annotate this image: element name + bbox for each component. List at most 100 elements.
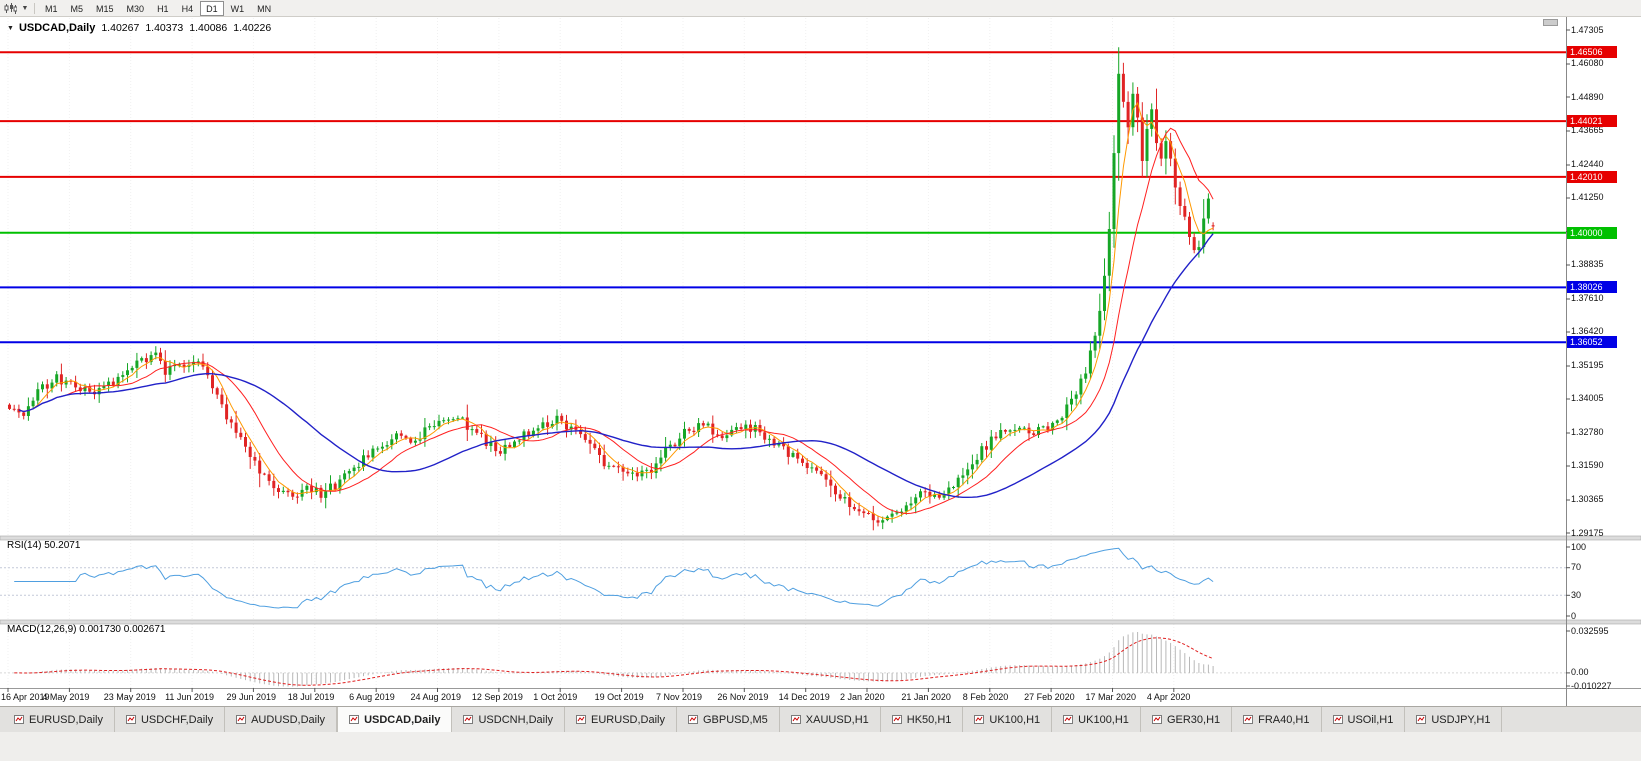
chart-tab-ger30-h1[interactable]: GER30,H1 [1141,707,1233,732]
date-axis-label: 27 Feb 2020 [1024,692,1075,702]
macd-axis-label: -0.010227 [1571,680,1612,691]
chart-tab-icon [1063,715,1074,724]
date-axis-label: 6 Aug 2019 [349,692,395,702]
timeframe-button-mn[interactable]: MN [257,3,272,14]
price-level-badge: 1.42010 [1567,170,1617,183]
status-bar [0,732,1641,761]
date-axis-label: 14 Dec 2019 [778,692,830,702]
chart-tab-icon [688,715,698,724]
chart-type-icon[interactable] [0,1,20,16]
price-axis-label: 1.47305 [1571,24,1604,35]
panel-separator [0,535,1641,541]
chart-tab-usoil-h1[interactable]: USOil,H1 [1322,707,1406,732]
chart-tab-label: USDJPY,H1 [1431,713,1491,726]
grid [7,18,1175,688]
macd-indicator-label: MACD(12,26,9) 0.001730 0.002671 [7,624,166,635]
date-axis-label: 29 Jun 2019 [226,692,276,702]
chart-tab-label: USOil,H1 [1347,713,1394,726]
date-axis-label: 18 Jul 2019 [287,692,335,702]
chart-type-dropdown-icon[interactable]: ▼ [21,4,29,12]
ma-slow-line [18,233,1214,498]
price-level-badge: 1.40000 [1567,226,1617,239]
chart-tab-icon [463,715,474,724]
chart-tab-fra40-h1[interactable]: FRA40,H1 [1232,707,1322,732]
chart-tab-icon [1151,715,1162,724]
chart-tab-eurusd-daily[interactable]: EURUSD,Daily [3,707,115,732]
chart-tab-usdchf-daily[interactable]: USDCHF,Daily [115,707,226,732]
chart-tab-label: GER30,H1 [1166,713,1221,726]
chart-tab-hk50-h1[interactable]: HK50,H1 [881,707,964,732]
chart-tab-label: USDCNH,Daily [478,713,554,726]
chart-tab-icon [576,715,587,724]
chart-tab-label: USDCAD,Daily [364,713,441,726]
chart-tab-label: UK100,H1 [1078,713,1129,726]
timeframe-button-h1[interactable]: H1 [157,3,169,14]
timeframe-button-h4[interactable]: H4 [181,3,194,14]
price-axis[interactable]: 1.47305 1.46080 1.44890 1.43665 1.42440 1.412… [1567,0,1641,706]
ma-fast-line [18,101,1214,520]
price-axis-label: 1.35195 [1571,360,1604,371]
chart-tab-icon [790,715,801,724]
chart-tab-label: AUDUSD,Daily [251,713,326,726]
timeframe-button-d1[interactable]: D1 [200,0,224,16]
date-axis-label: 26 Nov 2019 [717,692,769,702]
chart-tab-xauusd-h1[interactable]: XAUUSD,H1 [780,707,881,732]
chart-tab-usdjpy-h1[interactable]: USDJPY,H1 [1405,707,1503,732]
chart-tab-gbpusd-m5[interactable]: GBPUSD,M5 [677,707,780,732]
price-axis-label: 1.31590 [1571,460,1604,471]
rsi-axis-label: 70 [1571,562,1582,573]
chart-tab-audusd-daily[interactable]: AUDUSD,Daily [225,707,338,732]
panel-separator [0,619,1641,625]
timeframe-toolbar: ▼ M1 M5 M15 M30 H1 H4 D1 W1 MN [0,0,1641,17]
chart-tab-icon [125,715,136,724]
timeframe-button-m15[interactable]: M15 [96,3,114,14]
macd-axis-label: 0.00 [1571,667,1589,678]
chart-window-tabbar: EURUSD,Daily USDCHF,Daily AUDUSD,Daily USDC… [0,706,1641,732]
chart-tab-icon [14,715,24,724]
rsi-indicator-label: RSI(14) 50.2071 [7,540,81,551]
chart-tab-icon [1332,715,1343,724]
chart-scrollbar-thumb[interactable] [1543,19,1558,26]
date-axis-label: 19 Oct 2019 [594,692,644,702]
chart-tab-label: EURUSD,Daily [591,713,665,726]
price-level-badge: 1.36052 [1567,336,1617,349]
rsi-axis-label: 30 [1571,589,1582,600]
price-axis-label: 1.36420 [1571,326,1604,337]
price-axis-label: 1.32780 [1571,427,1604,438]
timeframe-buttons-group: M1 M5 M15 M30 H1 H4 D1 W1 MN [39,0,277,16]
chart-tab-uk100-h1[interactable]: UK100,H1 [1052,707,1141,732]
date-axis[interactable]: 16 Apr 2019 4 May 2019 23 May 2019 11 Jun 2… [0,692,1566,706]
price-axis-label: 1.30365 [1571,494,1604,505]
chart-tab-label: FRA40,H1 [1258,713,1310,726]
price-axis-label: 1.42440 [1571,159,1604,170]
date-axis-label: 4 Apr 2020 [1146,692,1191,702]
date-axis-label: 16 Apr 2019 [1,692,50,702]
date-axis-label: 2 Jan 2020 [840,692,885,702]
chart-tab-usdcnh-daily[interactable]: USDCNH,Daily [452,707,566,732]
timeframe-button-m5[interactable]: M5 [70,3,84,14]
chart-tab-icon [349,715,360,724]
rsi-axis-label: 100 [1571,541,1587,552]
timeframe-button-m1[interactable]: M1 [45,3,58,14]
chart-symbol-label: USDCAD,Daily [18,22,96,34]
macd-signal-line [14,637,1214,686]
price-level-badge: 1.46506 [1567,46,1617,59]
price-level-badge: 1.44021 [1567,115,1617,128]
timeframe-button-m30[interactable]: M30 [126,3,145,14]
price-axis-label: 1.41250 [1571,192,1604,203]
chart-tab-uk100-h1[interactable]: UK100,H1 [963,707,1053,732]
chart-tab-label: GBPUSD,M5 [703,713,768,726]
symbol-collapse-arrow-icon[interactable]: ▼ [7,24,14,32]
rsi-axis-label: 0 [1571,610,1577,621]
price-axis-label: 1.38835 [1571,259,1604,270]
date-axis-label: 11 Jun 2019 [165,692,214,702]
timeframe-button-w1[interactable]: W1 [230,3,245,14]
candles [8,47,1215,531]
chart-tab-label: USDCHF,Daily [140,713,214,726]
chart-tab-eurusd-daily[interactable]: EURUSD,Daily [565,707,677,732]
chart-tab-usdcad-daily[interactable]: USDCAD,Daily [337,707,453,732]
date-axis-label: 24 Aug 2019 [410,692,462,702]
chart-tab-label: XAUUSD,H1 [805,713,869,726]
